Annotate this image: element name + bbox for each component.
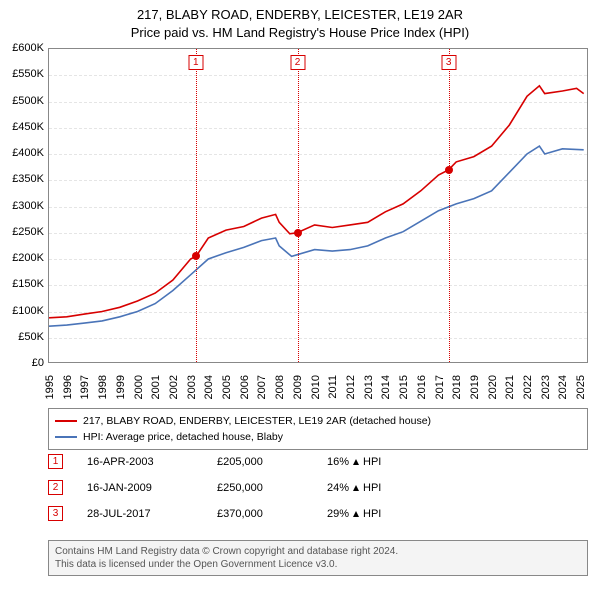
sale-price: £250,000 bbox=[217, 482, 327, 494]
y-tick-label: £150K bbox=[4, 278, 44, 290]
arrow-up-icon bbox=[353, 459, 359, 465]
series-property-line bbox=[49, 86, 584, 318]
x-tick-label: 2017 bbox=[434, 375, 446, 405]
series-svg bbox=[49, 49, 589, 364]
y-tick-label: £0 bbox=[4, 357, 44, 369]
attribution-line2: This data is licensed under the Open Gov… bbox=[55, 558, 581, 571]
arrow-up-icon bbox=[353, 485, 359, 491]
x-tick-label: 2018 bbox=[451, 375, 463, 405]
y-tick-label: £250K bbox=[4, 226, 44, 238]
x-tick-label: 2003 bbox=[186, 375, 198, 405]
x-tick-label: 2014 bbox=[380, 375, 392, 405]
sale-date: 28-JUL-2017 bbox=[87, 508, 217, 520]
legend-label: HPI: Average price, detached house, Blab… bbox=[83, 431, 283, 443]
x-tick-label: 2012 bbox=[345, 375, 357, 405]
sale-vs-hpi: 24% HPI bbox=[327, 482, 381, 494]
legend-item: 217, BLABY ROAD, ENDERBY, LEICESTER, LE1… bbox=[55, 413, 581, 429]
price-chart-container: 217, BLABY ROAD, ENDERBY, LEICESTER, LE1… bbox=[0, 0, 600, 590]
x-tick-label: 2000 bbox=[133, 375, 145, 405]
x-tick-label: 2023 bbox=[540, 375, 552, 405]
y-tick-label: £300K bbox=[4, 200, 44, 212]
x-tick-label: 2022 bbox=[522, 375, 534, 405]
y-tick-label: £550K bbox=[4, 68, 44, 80]
x-tick-label: 2009 bbox=[292, 375, 304, 405]
x-tick-label: 1997 bbox=[79, 375, 91, 405]
x-tick-label: 2020 bbox=[487, 375, 499, 405]
sale-marker-line bbox=[196, 49, 197, 362]
x-tick-label: 2011 bbox=[327, 375, 339, 405]
x-tick-label: 1995 bbox=[44, 375, 56, 405]
sale-price: £205,000 bbox=[217, 456, 327, 468]
x-tick-label: 2025 bbox=[575, 375, 587, 405]
x-tick-label: 2019 bbox=[469, 375, 481, 405]
x-tick-label: 2001 bbox=[150, 375, 162, 405]
legend-swatch bbox=[55, 420, 77, 422]
y-tick-label: £600K bbox=[4, 42, 44, 54]
legend-label: 217, BLABY ROAD, ENDERBY, LEICESTER, LE1… bbox=[83, 415, 431, 427]
sale-diff-label: HPI bbox=[363, 508, 381, 520]
plot-area: 1 2 3 bbox=[48, 48, 588, 363]
sale-row: 3 28-JUL-2017£370,00029% HPI bbox=[48, 506, 381, 521]
arrow-up-icon bbox=[353, 511, 359, 517]
sale-diff-pct: 16% bbox=[327, 456, 349, 468]
y-tick-label: £50K bbox=[4, 331, 44, 343]
x-tick-label: 1996 bbox=[62, 375, 74, 405]
sale-diff-label: HPI bbox=[363, 482, 381, 494]
sale-diff-pct: 29% bbox=[327, 508, 349, 520]
x-tick-label: 2006 bbox=[239, 375, 251, 405]
sale-index-badge: 3 bbox=[48, 506, 63, 521]
sale-marker-line bbox=[449, 49, 450, 362]
y-tick-label: £200K bbox=[4, 252, 44, 264]
y-tick-label: £450K bbox=[4, 121, 44, 133]
series-hpi-line bbox=[49, 146, 584, 326]
x-tick-label: 2002 bbox=[168, 375, 180, 405]
x-tick-label: 2015 bbox=[398, 375, 410, 405]
chart-title-block: 217, BLABY ROAD, ENDERBY, LEICESTER, LE1… bbox=[0, 0, 600, 41]
sale-date: 16-APR-2003 bbox=[87, 456, 217, 468]
x-tick-label: 2016 bbox=[416, 375, 428, 405]
sale-index-badge: 1 bbox=[48, 454, 63, 469]
x-tick-label: 2024 bbox=[557, 375, 569, 405]
legend-swatch bbox=[55, 436, 77, 438]
y-tick-label: £500K bbox=[4, 95, 44, 107]
chart-subtitle: Price paid vs. HM Land Registry's House … bbox=[0, 24, 600, 42]
sale-marker-dot bbox=[445, 166, 453, 174]
x-tick-label: 2013 bbox=[363, 375, 375, 405]
sale-marker-badge: 2 bbox=[290, 55, 305, 70]
x-tick-label: 2008 bbox=[274, 375, 286, 405]
sale-marker-dot bbox=[192, 252, 200, 260]
chart-legend: 217, BLABY ROAD, ENDERBY, LEICESTER, LE1… bbox=[48, 408, 588, 450]
sale-row: 1 16-APR-2003£205,00016% HPI bbox=[48, 454, 381, 469]
x-tick-label: 1999 bbox=[115, 375, 127, 405]
y-tick-label: £350K bbox=[4, 173, 44, 185]
attribution-footer: Contains HM Land Registry data © Crown c… bbox=[48, 540, 588, 576]
y-tick-label: £100K bbox=[4, 305, 44, 317]
x-tick-label: 2005 bbox=[221, 375, 233, 405]
sale-vs-hpi: 29% HPI bbox=[327, 508, 381, 520]
attribution-line1: Contains HM Land Registry data © Crown c… bbox=[55, 545, 581, 558]
sale-diff-pct: 24% bbox=[327, 482, 349, 494]
sale-price: £370,000 bbox=[217, 508, 327, 520]
sale-date: 16-JAN-2009 bbox=[87, 482, 217, 494]
sale-marker-badge: 1 bbox=[188, 55, 203, 70]
legend-item: HPI: Average price, detached house, Blab… bbox=[55, 429, 581, 445]
x-tick-label: 2004 bbox=[203, 375, 215, 405]
x-tick-label: 1998 bbox=[97, 375, 109, 405]
sale-vs-hpi: 16% HPI bbox=[327, 456, 381, 468]
sale-diff-label: HPI bbox=[363, 456, 381, 468]
sale-row: 2 16-JAN-2009£250,00024% HPI bbox=[48, 480, 381, 495]
x-tick-label: 2010 bbox=[310, 375, 322, 405]
y-tick-label: £400K bbox=[4, 147, 44, 159]
sale-marker-line bbox=[298, 49, 299, 362]
sale-marker-badge: 3 bbox=[441, 55, 456, 70]
x-tick-label: 2021 bbox=[504, 375, 516, 405]
chart-title-address: 217, BLABY ROAD, ENDERBY, LEICESTER, LE1… bbox=[0, 6, 600, 24]
x-tick-label: 2007 bbox=[256, 375, 268, 405]
sale-marker-dot bbox=[294, 229, 302, 237]
sale-index-badge: 2 bbox=[48, 480, 63, 495]
